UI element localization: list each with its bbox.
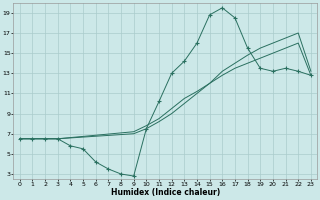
X-axis label: Humidex (Indice chaleur): Humidex (Indice chaleur) xyxy=(111,188,220,197)
